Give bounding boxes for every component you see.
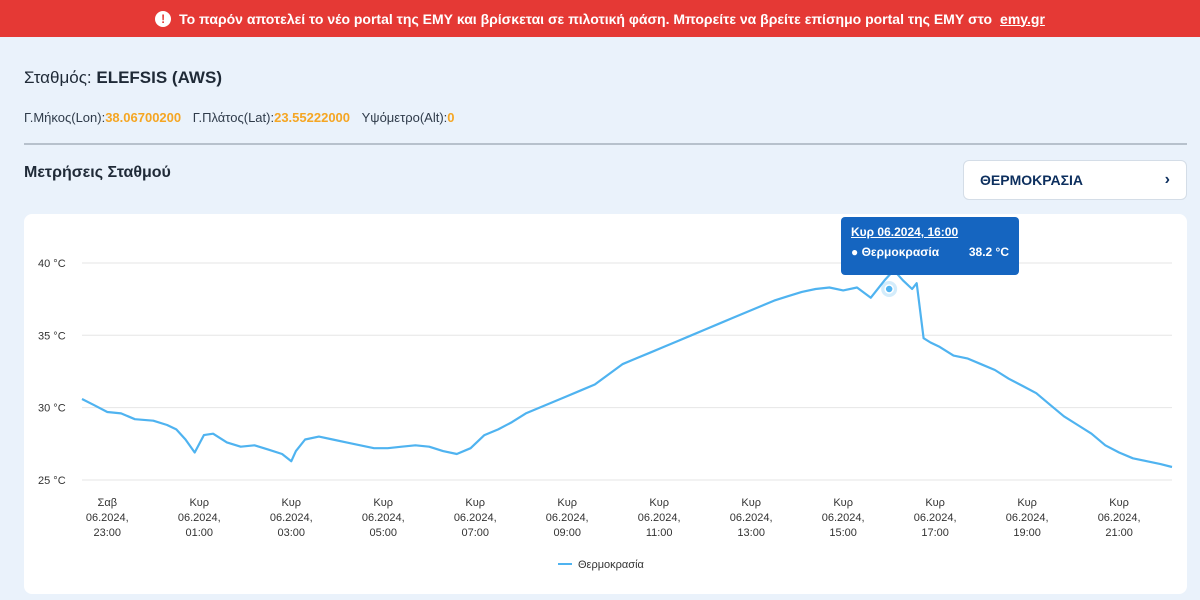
chart-tooltip: Κυρ 06.2024, 16:00 ● Θερμοκρασία 38.2 °C bbox=[841, 217, 1019, 275]
chevron-right-icon: › bbox=[1164, 171, 1170, 188]
x-tick-label: 06.2024, bbox=[914, 512, 957, 524]
lat-value: 23.55222000 bbox=[274, 110, 351, 125]
x-tick-label: Κυρ bbox=[649, 497, 669, 509]
x-tick-label: 01:00 bbox=[186, 527, 214, 539]
tooltip-date: Κυρ 06.2024, 16:00 bbox=[851, 225, 959, 239]
x-tick-label: 19:00 bbox=[1013, 527, 1041, 539]
x-tick-label: 15:00 bbox=[829, 527, 857, 539]
x-tick-label: 11:00 bbox=[646, 527, 673, 539]
x-tick-label: Κυρ bbox=[741, 497, 761, 509]
x-tick-label: Κυρ bbox=[557, 497, 577, 509]
temperature-line bbox=[81, 269, 1173, 469]
x-tick-label: Κυρ bbox=[925, 497, 945, 509]
tooltip-value: 38.2 °C bbox=[968, 245, 1009, 259]
alt-value: 0 bbox=[447, 110, 455, 125]
section-title: Μετρήσεις Σταθμού bbox=[24, 164, 171, 181]
x-tick-label: Κυρ bbox=[833, 497, 853, 509]
x-tick-label: 06.2024, bbox=[270, 512, 313, 524]
station-title: Σταθμός: ELEFSIS (AWS) bbox=[24, 68, 222, 88]
x-tick-label: 07:00 bbox=[461, 527, 489, 539]
pilot-banner: ! Το παρόν αποτελεί το νέο portal της ΕΜ… bbox=[0, 0, 1200, 37]
x-tick-label: 09:00 bbox=[553, 527, 581, 539]
divider bbox=[24, 143, 1187, 145]
x-tick-label: Κυρ bbox=[189, 497, 209, 509]
lon-value: 38.06700200 bbox=[105, 110, 182, 125]
x-tick-label: 06.2024, bbox=[1006, 512, 1049, 524]
x-tick-label: 06.2024, bbox=[1098, 512, 1141, 524]
emy-link[interactable]: emy.gr bbox=[1000, 10, 1045, 27]
station-coordinates: Γ.Μήκος(Lon):38.06700200 Γ.Πλάτος(Lat):2… bbox=[24, 110, 455, 125]
x-tick-label: Σαβ bbox=[98, 497, 118, 509]
y-tick-label: 40 °C bbox=[38, 258, 66, 270]
alert-circle-icon: ! bbox=[155, 10, 172, 27]
x-tick-label: 06.2024, bbox=[362, 512, 405, 524]
x-tick-label: 06.2024, bbox=[730, 512, 773, 524]
lon-label: Γ.Μήκος(Lon): bbox=[24, 110, 106, 125]
x-tick-label: Κυρ bbox=[281, 497, 301, 509]
measurement-select[interactable]: ΘΕΡΜΟΚΡΑΣΙΑ › bbox=[963, 160, 1187, 200]
station-name: ELEFSIS (AWS) bbox=[96, 68, 222, 87]
x-tick-label: 06.2024, bbox=[822, 512, 865, 524]
station-label: Σταθμός: bbox=[24, 68, 92, 87]
x-tick-label: 06.2024, bbox=[638, 512, 681, 524]
lat-label: Γ.Πλάτος(Lat): bbox=[192, 110, 275, 125]
chart-card: 25 °C 30 °C 35 °C 40 °C Σαβ 06.2024, 23:00 Κυρ 0… bbox=[24, 214, 1187, 594]
x-tick-label: Κυρ bbox=[1109, 497, 1129, 509]
x-tick-label: 06.2024, bbox=[546, 512, 589, 524]
x-tick-label: Κυρ bbox=[1017, 497, 1037, 509]
x-tick-label: 13:00 bbox=[737, 527, 765, 539]
highlight-point bbox=[884, 284, 894, 294]
y-tick-label: 25 °C bbox=[38, 475, 66, 487]
alt-label: Υψόμετρο(Alt): bbox=[361, 110, 448, 125]
x-tick-label: 06.2024, bbox=[454, 512, 497, 524]
x-tick-label: 17:00 bbox=[921, 527, 949, 539]
legend-label: Θερμοκρασία bbox=[578, 559, 645, 571]
x-tick-label: 06.2024, bbox=[86, 512, 129, 524]
tooltip-series: ● Θερμοκρασία bbox=[851, 245, 940, 259]
x-tick-label: 05:00 bbox=[369, 527, 397, 539]
measurement-select-label: ΘΕΡΜΟΚΡΑΣΙΑ bbox=[980, 172, 1084, 188]
x-tick-label: 06.2024, bbox=[178, 512, 221, 524]
temperature-chart[interactable]: 25 °C 30 °C 35 °C 40 °C Σαβ 06.2024, 23:00 Κυρ 0… bbox=[24, 214, 1187, 594]
x-tick-label: Κυρ bbox=[465, 497, 485, 509]
y-tick-label: 35 °C bbox=[38, 330, 66, 342]
x-tick-label: 03:00 bbox=[277, 527, 305, 539]
banner-text: Το παρόν αποτελεί το νέο portal της ΕΜΥ … bbox=[179, 10, 993, 27]
y-tick-label: 30 °C bbox=[38, 403, 66, 415]
x-tick-label: 23:00 bbox=[94, 527, 122, 539]
x-tick-label: 21:00 bbox=[1105, 527, 1133, 539]
x-tick-label: Κυρ bbox=[373, 497, 393, 509]
tooltip-series-name: Θερμοκρασία bbox=[861, 245, 940, 259]
